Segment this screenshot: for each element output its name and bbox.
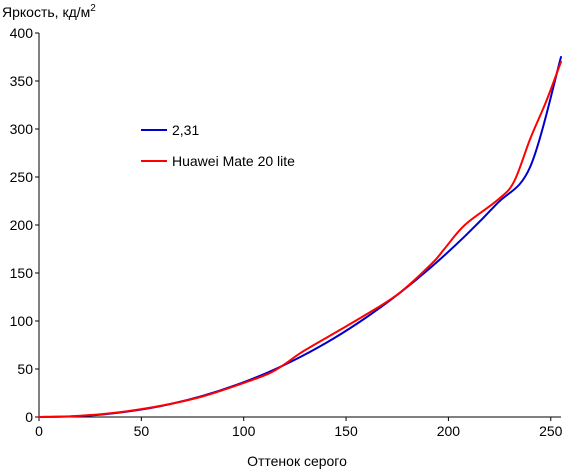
y-ticks: 0 50 100 150 200 250 300 350 400 bbox=[10, 25, 39, 425]
legend: 2,31 Huawei Mate 20 lite bbox=[141, 122, 295, 169]
series-line-2 bbox=[38, 60, 562, 418]
y-tick-label: 0 bbox=[25, 409, 33, 425]
series-line-1 bbox=[38, 56, 562, 418]
legend-label-2: Huawei Mate 20 lite bbox=[172, 153, 295, 169]
y-tick-label: 400 bbox=[10, 25, 34, 41]
y-tick-label: 50 bbox=[17, 361, 33, 377]
y-axis-title: Яркость, кд/м2 bbox=[2, 3, 96, 20]
y-tick-label: 350 bbox=[10, 73, 34, 89]
x-tick-label: 100 bbox=[232, 423, 256, 439]
y-tick-label: 100 bbox=[10, 313, 34, 329]
y-axis-title-text: Яркость, кд/м bbox=[2, 4, 90, 20]
series-group bbox=[38, 56, 562, 418]
x-tick-label: 250 bbox=[539, 423, 563, 439]
x-tick-label: 50 bbox=[134, 423, 150, 439]
y-tick-label: 250 bbox=[10, 169, 34, 185]
x-tick-label: 0 bbox=[35, 423, 43, 439]
x-ticks: 0 50 100 150 200 250 bbox=[35, 417, 563, 439]
x-tick-label: 200 bbox=[437, 423, 461, 439]
x-tick-label: 150 bbox=[334, 423, 358, 439]
y-tick-label: 150 bbox=[10, 265, 34, 281]
y-tick-label: 300 bbox=[10, 121, 34, 137]
y-tick-label: 200 bbox=[10, 217, 34, 233]
x-axis-title: Оттенок серого bbox=[247, 453, 347, 469]
legend-label-1: 2,31 bbox=[172, 122, 199, 138]
y-axis-title-superscript: 2 bbox=[90, 3, 96, 14]
svg-text:Яркость, кд/м2: Яркость, кд/м2 bbox=[2, 3, 96, 20]
